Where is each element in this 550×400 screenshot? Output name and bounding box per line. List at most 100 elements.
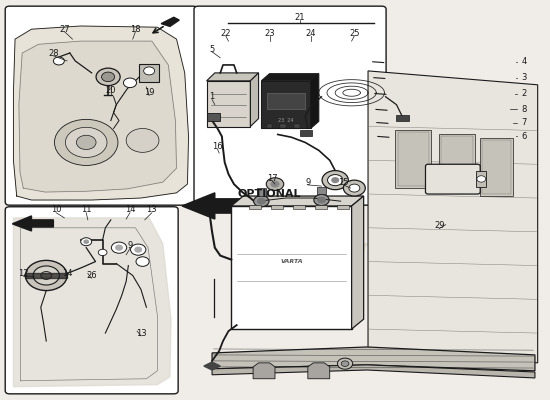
- Text: 14: 14: [62, 269, 72, 278]
- Circle shape: [314, 194, 329, 206]
- Circle shape: [343, 180, 365, 196]
- Polygon shape: [161, 17, 179, 26]
- Polygon shape: [13, 26, 189, 200]
- Bar: [480, 138, 513, 196]
- Text: 2: 2: [521, 89, 526, 98]
- Circle shape: [98, 249, 107, 256]
- Bar: [257, 188, 266, 196]
- Circle shape: [130, 244, 146, 255]
- Text: 19: 19: [144, 88, 155, 97]
- Bar: [293, 205, 305, 209]
- Text: 10: 10: [51, 206, 62, 214]
- Circle shape: [136, 257, 149, 266]
- Text: 25: 25: [349, 29, 360, 38]
- Polygon shape: [253, 363, 275, 379]
- Polygon shape: [212, 347, 535, 371]
- Circle shape: [322, 171, 348, 190]
- Bar: [395, 130, 431, 188]
- Circle shape: [337, 358, 353, 369]
- Bar: [439, 134, 475, 192]
- Circle shape: [266, 178, 284, 190]
- FancyBboxPatch shape: [5, 207, 178, 394]
- Circle shape: [318, 197, 326, 203]
- Bar: [398, 132, 429, 186]
- Bar: [397, 115, 409, 121]
- Text: 27: 27: [59, 25, 70, 34]
- Text: 23  24: 23 24: [278, 118, 294, 123]
- Text: 22: 22: [221, 29, 231, 38]
- Circle shape: [341, 361, 349, 366]
- Text: 4: 4: [521, 57, 526, 66]
- Circle shape: [257, 198, 265, 204]
- Polygon shape: [351, 196, 364, 329]
- Bar: [271, 205, 283, 209]
- Circle shape: [332, 178, 338, 182]
- FancyBboxPatch shape: [194, 6, 386, 205]
- Text: 16: 16: [212, 142, 223, 151]
- Polygon shape: [261, 74, 319, 81]
- Bar: [261, 81, 311, 128]
- Polygon shape: [13, 218, 171, 387]
- Bar: [267, 124, 272, 128]
- Text: 8: 8: [521, 105, 527, 114]
- FancyBboxPatch shape: [5, 6, 197, 205]
- Text: 5: 5: [210, 44, 215, 54]
- Circle shape: [271, 181, 279, 187]
- Text: 21: 21: [294, 13, 305, 22]
- Bar: [294, 124, 300, 128]
- Bar: [441, 136, 472, 190]
- Bar: [280, 124, 286, 128]
- Polygon shape: [231, 196, 364, 206]
- Text: 29: 29: [434, 221, 444, 230]
- Circle shape: [54, 119, 118, 166]
- Polygon shape: [250, 73, 258, 126]
- Circle shape: [102, 72, 114, 82]
- Text: 18: 18: [130, 25, 141, 34]
- Text: 28: 28: [48, 48, 59, 58]
- Text: 26: 26: [86, 271, 97, 280]
- Bar: [139, 64, 159, 82]
- Text: 12: 12: [18, 269, 29, 278]
- Circle shape: [25, 260, 67, 290]
- Text: 20: 20: [106, 86, 116, 95]
- Circle shape: [76, 135, 96, 150]
- Bar: [315, 205, 327, 209]
- Text: 7: 7: [521, 118, 527, 127]
- Bar: [300, 130, 312, 136]
- Bar: [231, 206, 351, 329]
- Bar: [207, 113, 221, 120]
- Circle shape: [328, 174, 343, 186]
- Circle shape: [254, 196, 269, 207]
- Bar: [337, 205, 349, 209]
- Circle shape: [96, 68, 120, 86]
- Circle shape: [116, 245, 122, 250]
- Circle shape: [135, 247, 141, 252]
- Bar: [476, 171, 486, 187]
- Polygon shape: [12, 216, 53, 231]
- Circle shape: [84, 240, 89, 243]
- Polygon shape: [368, 71, 538, 363]
- Text: 9: 9: [128, 241, 133, 250]
- Circle shape: [112, 242, 126, 253]
- Text: 9: 9: [305, 178, 310, 187]
- FancyBboxPatch shape: [426, 164, 480, 194]
- Circle shape: [65, 127, 107, 158]
- Text: 13: 13: [146, 206, 157, 214]
- Circle shape: [126, 128, 159, 152]
- Bar: [207, 81, 250, 126]
- Text: autospares: autospares: [293, 240, 389, 255]
- Circle shape: [81, 238, 92, 246]
- Circle shape: [123, 78, 136, 88]
- Polygon shape: [212, 365, 535, 378]
- Bar: [482, 140, 511, 194]
- Polygon shape: [308, 363, 329, 379]
- Polygon shape: [19, 41, 177, 192]
- Text: 3: 3: [521, 73, 527, 82]
- Circle shape: [477, 176, 486, 182]
- Text: 14: 14: [125, 206, 135, 214]
- Circle shape: [144, 67, 155, 75]
- Circle shape: [33, 266, 59, 285]
- Circle shape: [41, 272, 52, 280]
- Text: 13: 13: [136, 328, 146, 338]
- Text: VARTA: VARTA: [280, 259, 302, 264]
